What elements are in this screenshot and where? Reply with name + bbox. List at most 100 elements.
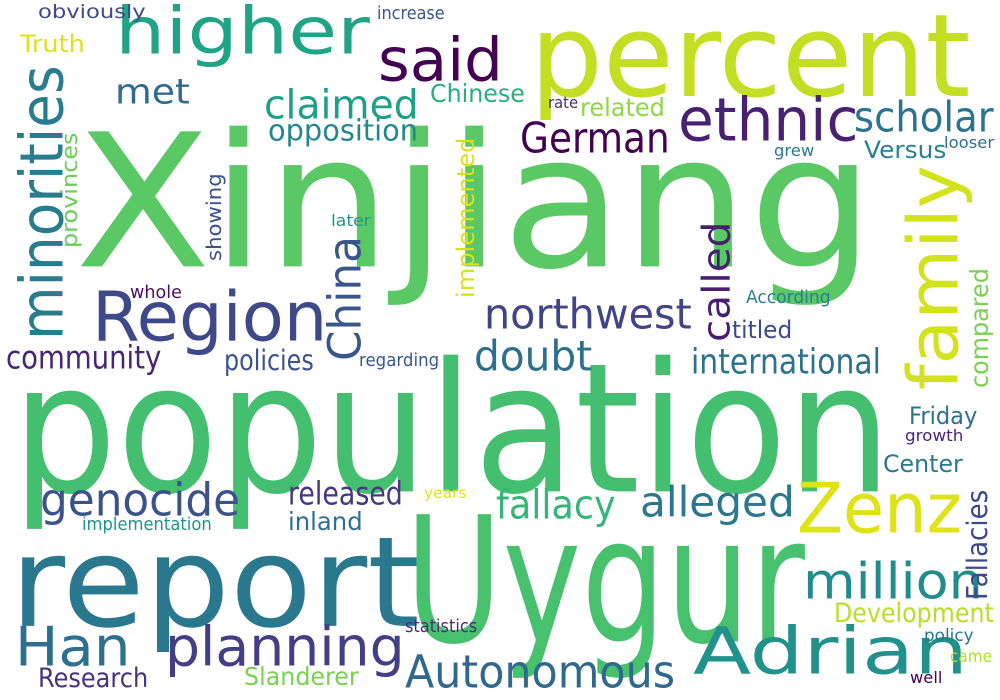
word-international: international [691, 341, 881, 382]
word-scholar-text: scholar [854, 93, 994, 142]
word-autonomous: Autonomous [405, 650, 675, 695]
word-adrian: Adrian [693, 614, 968, 690]
word-implementation-text: implementation [82, 514, 212, 535]
word-titled-text: titled [732, 316, 793, 344]
word-whole: whole [130, 284, 182, 302]
word-han-text: Han [15, 614, 131, 679]
word-released: released [288, 478, 403, 510]
word-zenz-text: Zenz [797, 469, 962, 550]
word-came-text: came [950, 647, 993, 667]
word-zenz: Zenz [797, 475, 962, 545]
word-compared-text: compared [966, 268, 995, 388]
word-center: Center [883, 452, 963, 476]
word-truth-text: Truth [20, 30, 85, 58]
word-adrian-text: Adrian [693, 614, 968, 690]
word-related: related [580, 96, 665, 121]
word-international-text: international [691, 341, 881, 382]
word-report: report [10, 520, 420, 645]
word-han: Han [15, 614, 131, 679]
word-center-text: Center [883, 450, 963, 478]
word-fallacies-text: Fallacies [961, 489, 994, 600]
word-versus-text: Versus [864, 136, 947, 164]
word-regarding-text: regarding [359, 350, 440, 371]
word-came: came [950, 649, 992, 666]
word-population-text: population [12, 324, 892, 535]
word-inland-text: inland [288, 508, 363, 537]
word-related-text: related [580, 94, 665, 123]
word-fallacy-text: fallacy [496, 481, 616, 528]
word-grew: grew [774, 143, 814, 159]
word-doubt: doubt [474, 332, 593, 381]
word-percent: percent [530, 0, 970, 115]
word-family: family [894, 165, 974, 390]
word-research-text: Research [38, 664, 149, 694]
word-chinese-text: Chinese [430, 80, 525, 109]
word-looser-text: looser [944, 133, 995, 152]
word-northwest: northwest [484, 290, 692, 339]
word-xinjiang-text: Xinjiang [75, 94, 875, 311]
word-planning-text: planning [165, 614, 405, 679]
word-report-text: report [10, 509, 420, 656]
word-provinces-text: provinces [58, 132, 83, 248]
word-higher-text: higher [115, 0, 370, 70]
word-development-text: Development [834, 599, 994, 629]
word-years-text: years [424, 484, 467, 502]
word-uygur: Uygur [405, 494, 805, 670]
word-development: Development [834, 599, 994, 629]
word-doubt-text: doubt [474, 332, 593, 381]
word-versus: Versus [864, 138, 946, 162]
word-genocide: genocide [40, 478, 240, 523]
word-northwest-text: northwest [484, 290, 692, 339]
word-policies-text: policies [224, 344, 314, 377]
word-region-text: Region [92, 277, 328, 357]
word-whole-text: whole [130, 282, 182, 303]
word-claimed: claimed [264, 85, 419, 125]
word-policy-text: policy [924, 626, 974, 646]
word-later-text: later [331, 211, 371, 230]
word-alleged-text: alleged [640, 478, 795, 527]
word-growth: growth [905, 428, 963, 444]
word-ethnic-text: ethnic [678, 85, 859, 155]
word-policies: policies [224, 344, 314, 377]
word-china: China [319, 236, 372, 361]
word-opposition-text: opposition [268, 114, 419, 148]
word-ethnic: ethnic [678, 90, 858, 150]
word-rate-text: rate [548, 93, 579, 112]
word-chinese: Chinese [430, 82, 525, 107]
word-implementation: implementation [82, 516, 212, 534]
word-rate: rate [548, 95, 578, 111]
word-according-text: According [746, 287, 831, 308]
word-alleged: alleged [640, 478, 795, 527]
word-china-text: China [319, 236, 372, 361]
word-later: later [331, 213, 371, 229]
word-looser: looser [944, 135, 994, 151]
word-fallacies: Fallacies [961, 489, 994, 600]
word-community: community [6, 342, 161, 374]
word-german: German [520, 117, 670, 160]
word-well-text: well [910, 668, 943, 687]
word-released-text: released [288, 475, 403, 512]
word-friday-text: Friday [909, 402, 978, 430]
word-higher: higher [115, 0, 370, 65]
word-implemented: implemented [452, 137, 480, 298]
word-policy: policy [924, 628, 974, 645]
word-autonomous-text: Autonomous [405, 646, 676, 699]
word-genocide-text: genocide [40, 474, 241, 527]
word-showing: showing [203, 173, 226, 261]
word-said-text: said [378, 25, 503, 95]
word-opposition: opposition [268, 117, 418, 147]
word-increase: increase [377, 5, 445, 23]
word-titled: titled [732, 318, 792, 342]
word-implemented-text: implemented [452, 137, 480, 298]
word-million: million [803, 558, 983, 608]
word-inland: inland [288, 510, 363, 535]
word-community-text: community [6, 339, 162, 376]
word-friday: Friday [909, 404, 977, 428]
word-research: Research [38, 664, 149, 694]
word-slanderer-text: Slanderer [244, 663, 359, 692]
word-years: years [424, 486, 466, 501]
word-grew-text: grew [774, 141, 815, 160]
word-provinces: provinces [58, 132, 83, 248]
word-fallacy: fallacy [496, 485, 616, 525]
